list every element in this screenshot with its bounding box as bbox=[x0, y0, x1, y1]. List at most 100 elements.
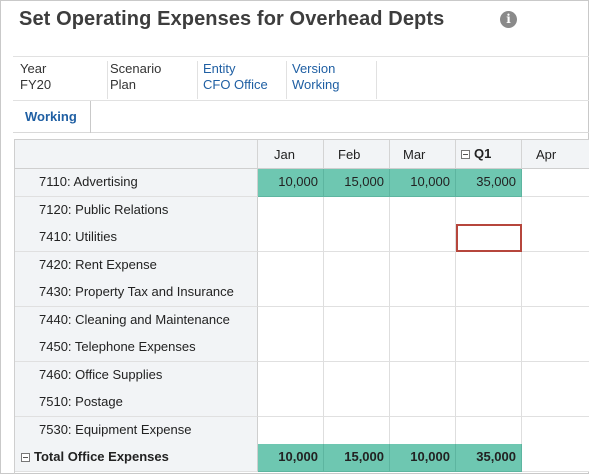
pov-year: Year FY20 bbox=[20, 61, 105, 99]
row-label: 7120: Public Relations bbox=[39, 202, 169, 217]
total-cell[interactable]: 10,000 bbox=[390, 444, 456, 472]
row-header[interactable]: 7430: Property Tax and Insurance bbox=[15, 279, 258, 307]
data-cell[interactable] bbox=[324, 197, 390, 225]
row-header[interactable]: 7420: Rent Expense bbox=[15, 252, 258, 280]
data-cell[interactable] bbox=[522, 252, 589, 280]
total-cell[interactable] bbox=[522, 444, 589, 472]
column-header-mar[interactable]: Mar bbox=[390, 140, 456, 169]
pov-entity-label: Entity bbox=[203, 61, 236, 76]
data-cell[interactable] bbox=[390, 389, 456, 417]
pov-version-value[interactable]: Working bbox=[292, 77, 340, 92]
tab-working[interactable]: Working bbox=[13, 101, 91, 133]
row-header[interactable]: 7120: Public Relations bbox=[15, 197, 258, 225]
data-cell[interactable] bbox=[258, 279, 324, 307]
grid-corner-header bbox=[15, 140, 258, 169]
data-cell[interactable] bbox=[456, 224, 522, 252]
data-cell[interactable] bbox=[522, 197, 589, 225]
row-label: Total Office Expenses bbox=[34, 449, 169, 464]
data-cell[interactable] bbox=[258, 197, 324, 225]
row-header[interactable]: 7510: Postage bbox=[15, 389, 258, 417]
data-cell[interactable] bbox=[522, 417, 589, 445]
data-cell[interactable] bbox=[522, 224, 589, 252]
row-header[interactable]: 7440: Cleaning and Maintenance bbox=[15, 307, 258, 335]
data-cell[interactable] bbox=[456, 252, 522, 280]
collapse-icon[interactable] bbox=[21, 453, 30, 462]
row-header[interactable]: 7110: Advertising bbox=[15, 169, 258, 197]
data-cell[interactable] bbox=[390, 252, 456, 280]
data-cell[interactable] bbox=[456, 197, 522, 225]
column-header-feb[interactable]: Feb bbox=[324, 140, 390, 169]
row-header[interactable]: 7410: Utilities bbox=[15, 224, 258, 252]
data-cell[interactable] bbox=[390, 279, 456, 307]
data-cell[interactable] bbox=[456, 362, 522, 390]
column-header-q1[interactable]: Q1 bbox=[456, 140, 522, 169]
data-cell[interactable] bbox=[324, 362, 390, 390]
row-header[interactable]: 7460: Office Supplies bbox=[15, 362, 258, 390]
pov-divider bbox=[107, 61, 108, 99]
data-cell[interactable] bbox=[390, 334, 456, 362]
data-cell[interactable] bbox=[456, 389, 522, 417]
data-cell[interactable]: 10,000 bbox=[390, 169, 456, 197]
data-cell[interactable] bbox=[324, 417, 390, 445]
pov-version-selector[interactable]: Version Working bbox=[292, 61, 377, 99]
pov-entity-value[interactable]: CFO Office bbox=[203, 77, 268, 92]
data-cell[interactable] bbox=[522, 389, 589, 417]
data-cell[interactable] bbox=[258, 417, 324, 445]
data-cell[interactable] bbox=[324, 279, 390, 307]
data-cell[interactable]: 35,000 bbox=[456, 169, 522, 197]
data-cell[interactable] bbox=[258, 334, 324, 362]
total-cell[interactable]: 15,000 bbox=[324, 444, 390, 472]
row-label: 7450: Telephone Expenses bbox=[39, 339, 196, 354]
data-cell[interactable] bbox=[324, 224, 390, 252]
total-cell[interactable]: 35,000 bbox=[456, 444, 522, 472]
data-cell[interactable] bbox=[456, 334, 522, 362]
data-cell[interactable]: 10,000 bbox=[258, 169, 324, 197]
data-cell[interactable] bbox=[390, 224, 456, 252]
point-of-view-bar: Year FY20 Scenario Plan Entity CFO Offic… bbox=[13, 56, 589, 101]
information-icon[interactable]: i bbox=[500, 11, 517, 28]
total-row-header[interactable]: Total Office Expenses bbox=[15, 444, 258, 472]
data-cell[interactable] bbox=[324, 389, 390, 417]
column-header-jan[interactable]: Jan bbox=[258, 140, 324, 169]
data-cell[interactable] bbox=[258, 307, 324, 335]
collapse-icon[interactable] bbox=[461, 150, 470, 159]
total-cell[interactable]: 10,000 bbox=[258, 444, 324, 472]
pov-year-label: Year bbox=[20, 61, 47, 76]
data-cell[interactable] bbox=[456, 279, 522, 307]
data-cell[interactable] bbox=[522, 279, 589, 307]
data-cell[interactable] bbox=[522, 362, 589, 390]
row-label: 7440: Cleaning and Maintenance bbox=[39, 312, 230, 327]
row-label: 7430: Property Tax and Insurance bbox=[39, 284, 234, 299]
pov-entity-selector[interactable]: Entity CFO Office bbox=[203, 61, 288, 99]
title-bar: Set Operating Expenses for Overhead Dept… bbox=[0, 0, 589, 48]
data-cell[interactable] bbox=[522, 307, 589, 335]
row-label: 7410: Utilities bbox=[39, 229, 118, 244]
data-cell[interactable] bbox=[456, 307, 522, 335]
data-cell[interactable] bbox=[258, 389, 324, 417]
data-cell[interactable] bbox=[456, 417, 522, 445]
pov-scenario-label: Scenario bbox=[110, 61, 162, 76]
data-cell[interactable] bbox=[390, 307, 456, 335]
data-cell[interactable] bbox=[324, 307, 390, 335]
data-cell[interactable] bbox=[522, 169, 589, 197]
data-cell[interactable] bbox=[324, 334, 390, 362]
pov-scenario-value: Plan bbox=[110, 77, 137, 92]
data-cell[interactable] bbox=[390, 362, 456, 390]
data-cell[interactable] bbox=[258, 224, 324, 252]
page-title: Set Operating Expenses for Overhead Dept… bbox=[19, 8, 445, 30]
row-header[interactable]: 7530: Equipment Expense bbox=[15, 417, 258, 445]
pov-scenario: Scenario Plan bbox=[110, 61, 195, 99]
row-header[interactable]: 7450: Telephone Expenses bbox=[15, 334, 258, 362]
data-cell[interactable] bbox=[258, 362, 324, 390]
row-label: 7110: Advertising bbox=[39, 174, 138, 189]
data-cell[interactable]: 15,000 bbox=[324, 169, 390, 197]
data-cell[interactable] bbox=[258, 252, 324, 280]
data-cell[interactable] bbox=[522, 334, 589, 362]
data-cell[interactable] bbox=[390, 417, 456, 445]
pov-divider bbox=[197, 61, 198, 99]
data-cell[interactable] bbox=[390, 197, 456, 225]
row-label: 7510: Postage bbox=[39, 394, 123, 409]
column-header-apr[interactable]: Apr bbox=[522, 140, 589, 169]
row-label: 7530: Equipment Expense bbox=[39, 422, 192, 437]
data-cell[interactable] bbox=[324, 252, 390, 280]
